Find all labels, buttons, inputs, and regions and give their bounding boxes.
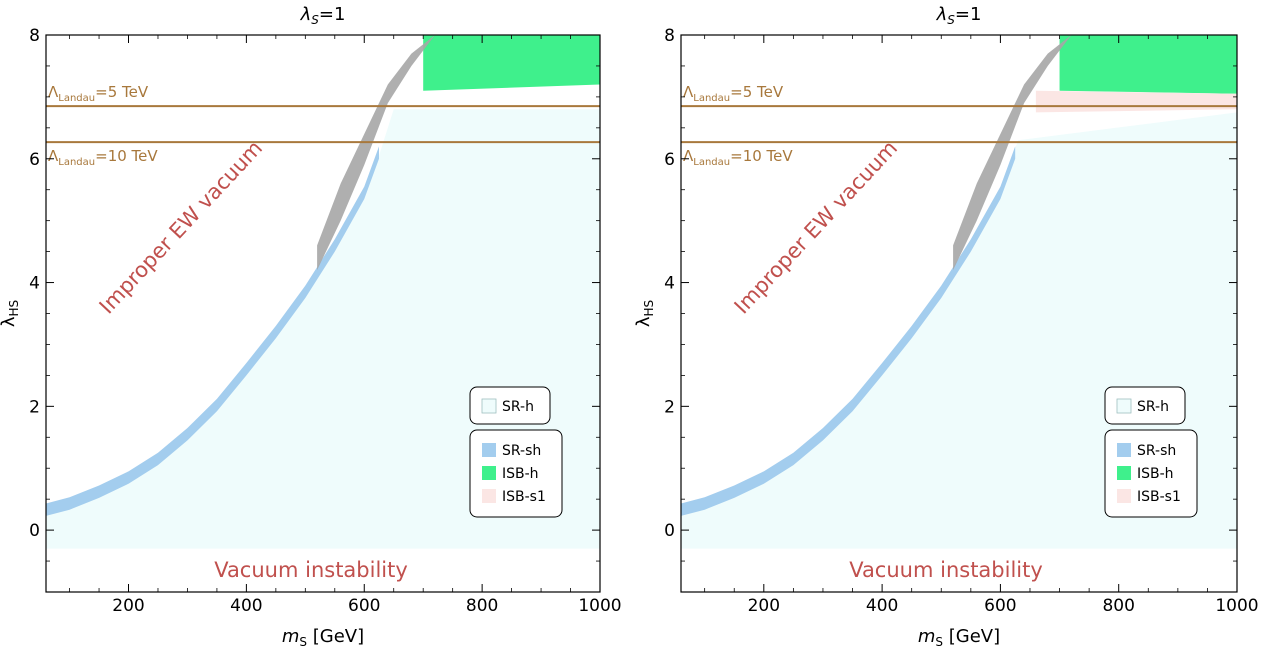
legend-entry-isb-s1: ISB-s1: [502, 489, 546, 505]
landau-label-1: ΛLandau=5 TeV: [683, 83, 784, 104]
x-tick-label: 800: [466, 596, 498, 616]
legend-box-bottom: SR-sh ISB-h ISB-s1: [469, 429, 563, 518]
chart-panel-1: ΛLandau=5 TeV ΛLandau=10 TeV 200 400 600 800 1…: [0, 4, 622, 649]
legend-swatch-isb-s1: [1117, 489, 1131, 503]
landau-label-2: ΛLandau=10 TeV: [683, 147, 793, 168]
plot-area: [46, 35, 600, 549]
x-tick-label: 600: [984, 596, 1016, 616]
y-tick-label: 0: [29, 521, 40, 541]
landau-label-2: ΛLandau=10 TeV: [48, 147, 158, 168]
chart-title: λS=1: [300, 4, 346, 27]
x-axis-label: mS [GeV]: [282, 626, 364, 649]
y-tick-label: 8: [29, 26, 40, 46]
x-tick-label: 200: [112, 596, 144, 616]
legend-swatch-sr-h: [1116, 398, 1132, 414]
legend-swatch-isb-s1: [482, 489, 496, 503]
y-tick-label: 8: [664, 26, 675, 46]
x-tick-label: 200: [748, 596, 780, 616]
legend-swatch-isb-h: [1117, 466, 1131, 480]
legend-frame: [469, 386, 551, 425]
series-isb-s1-region: [1035, 90, 1237, 113]
y-tick-label: 2: [664, 397, 675, 417]
legend-frame: [1104, 386, 1186, 425]
y-tick-label: 4: [29, 274, 40, 294]
legend-entry-sr-sh: SR-sh: [502, 443, 541, 459]
series-isb-h-region: [1059, 35, 1237, 94]
legend-entry-isb-h: ISB-h: [1137, 466, 1174, 482]
x-axis-label: mS [GeV]: [918, 626, 1000, 649]
x-tick-label: 600: [348, 596, 380, 616]
y-axis-label: λHS: [0, 300, 21, 327]
x-tick-label: 400: [866, 596, 898, 616]
landau-label-1: ΛLandau=5 TeV: [48, 83, 149, 104]
chart-panel-2: ΛLandau=5 TeV ΛLandau=10 TeV 200 400 600 800 1…: [633, 4, 1259, 649]
legend-entry-sr-h: SR-h: [1137, 399, 1169, 415]
legend-entry-isb-s1: ISB-s1: [1137, 489, 1181, 505]
legend-box-top: SR-h: [1104, 386, 1186, 425]
legend-swatch-sr-h: [481, 398, 497, 414]
x-tick-label: 1000: [1215, 596, 1258, 616]
y-tick-label: 2: [29, 397, 40, 417]
y-axis-label: λHS: [633, 300, 656, 327]
y-tick-label: 6: [664, 150, 675, 170]
y-tick-label: 6: [29, 150, 40, 170]
x-tick-label: 400: [230, 596, 262, 616]
legend-swatch-sr-sh: [482, 443, 496, 457]
y-tick-label: 0: [664, 521, 675, 541]
legend-swatch-isb-h: [482, 466, 496, 480]
legend-entry-isb-h: ISB-h: [502, 466, 539, 482]
plot-area: [681, 35, 1237, 549]
legend-entry-sr-h: SR-h: [502, 399, 534, 415]
series-isb-h-region: [423, 35, 600, 91]
legend-box-bottom: SR-sh ISB-h ISB-s1: [1104, 429, 1198, 518]
legend-entry-sr-sh: SR-sh: [1137, 443, 1176, 459]
chart-title: λS=1: [936, 4, 982, 27]
legend-swatch-sr-sh: [1117, 443, 1131, 457]
x-tick-label: 1000: [578, 596, 621, 616]
y-tick-label: 4: [664, 274, 675, 294]
legend-box-top: SR-h: [469, 386, 551, 425]
vacuum-instability-label: Vacuum instability: [214, 558, 408, 582]
vacuum-instability-label: Vacuum instability: [849, 558, 1043, 582]
x-tick-label: 800: [1102, 596, 1134, 616]
